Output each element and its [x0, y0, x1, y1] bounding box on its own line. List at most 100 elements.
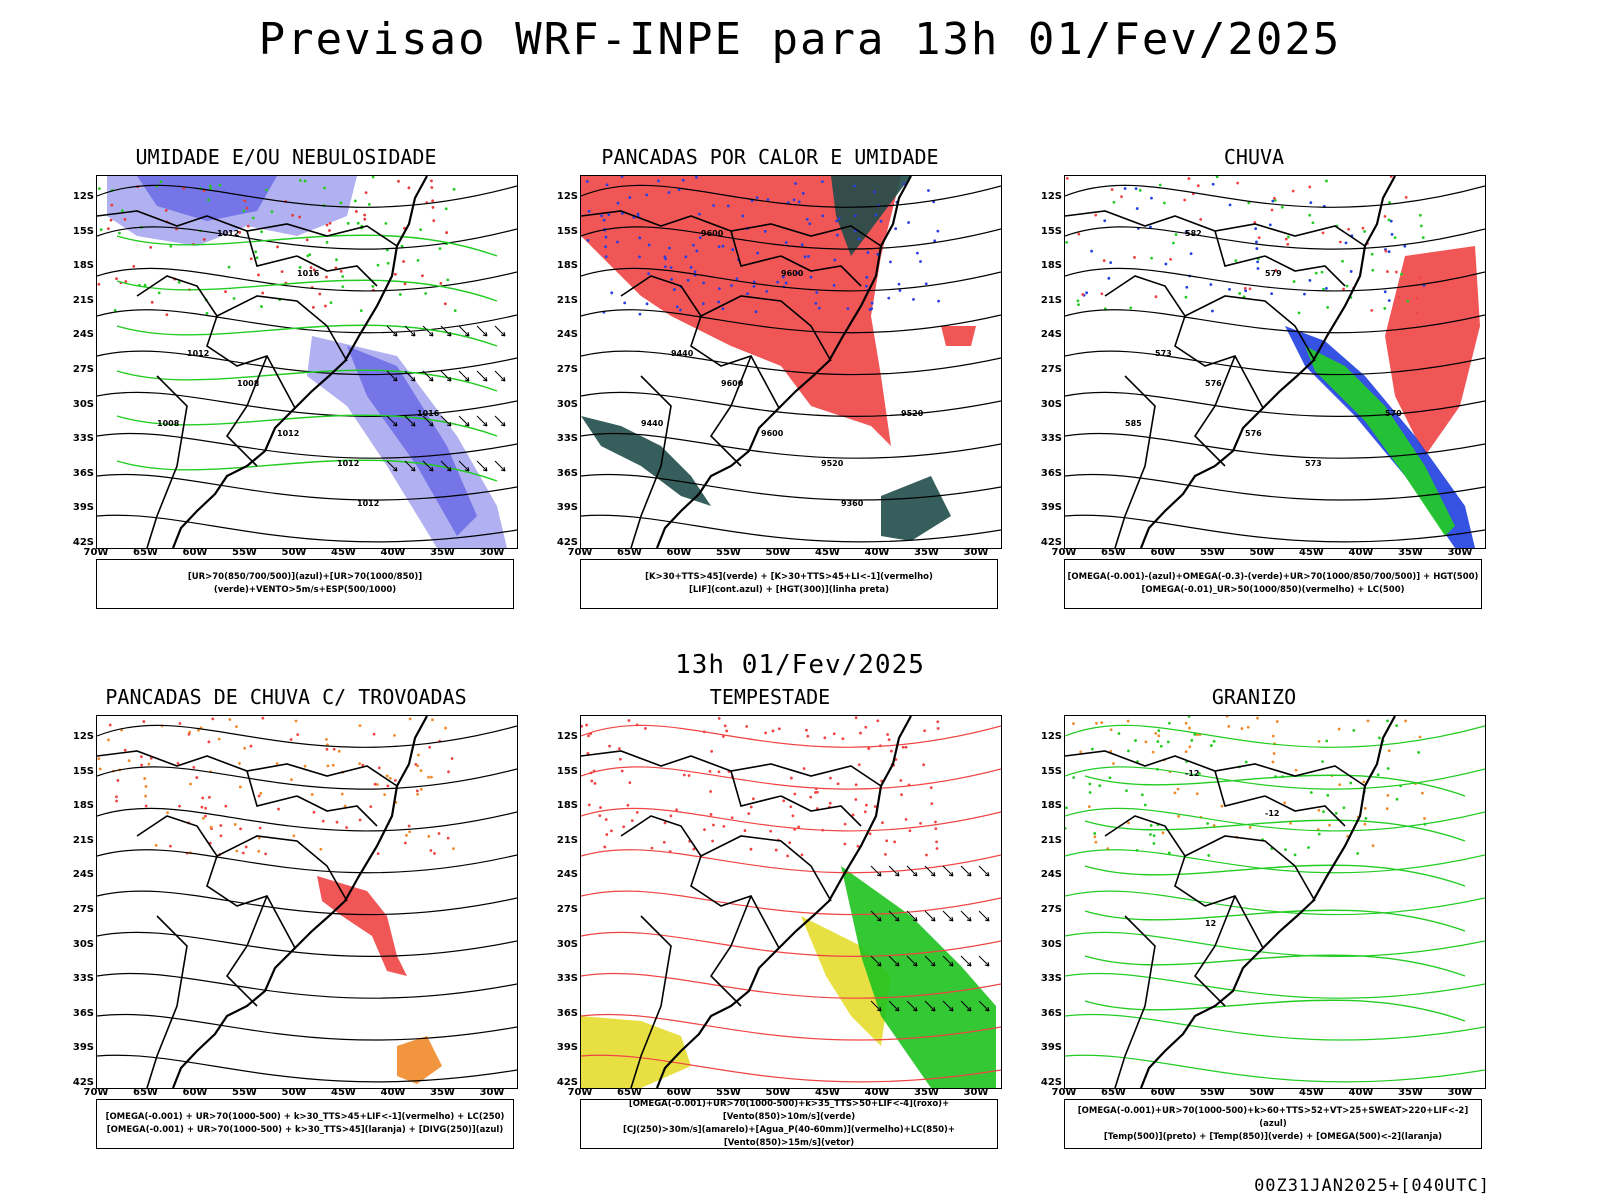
field-dot — [647, 243, 651, 247]
lon-tick-label: 30W — [479, 1087, 505, 1098]
field-dot — [815, 291, 819, 294]
field-dot — [835, 233, 839, 237]
field-dot — [788, 841, 792, 845]
country-border — [630, 375, 672, 548]
field-dot — [358, 762, 362, 766]
field-dot — [201, 796, 205, 800]
country-border — [246, 230, 298, 267]
wind-vector — [960, 1000, 972, 1012]
field-dot — [851, 813, 855, 817]
field-dot — [935, 847, 939, 850]
field-dot — [756, 251, 760, 255]
field-dot — [1257, 236, 1261, 240]
field-dot — [616, 201, 620, 205]
field-dot — [904, 745, 908, 749]
field-dot — [823, 736, 827, 740]
field-dot — [1211, 309, 1214, 313]
field-dot — [1371, 844, 1375, 848]
field-dot — [358, 818, 362, 822]
field-dot — [187, 732, 191, 736]
contour-line — [581, 267, 1001, 292]
field-dot — [1212, 739, 1216, 743]
field-dot — [781, 275, 785, 279]
field-dot — [430, 186, 434, 189]
lat-tick-label: 36S — [556, 467, 578, 479]
field-dot — [393, 272, 397, 276]
country-border — [780, 795, 862, 827]
field-dot — [280, 270, 284, 273]
field-dot — [797, 200, 801, 204]
field-dot — [741, 214, 745, 218]
wind-vector — [386, 325, 398, 337]
field-dot — [1280, 205, 1284, 209]
contour-label: 1012 — [217, 229, 239, 238]
contour-line — [97, 807, 517, 832]
field-dot — [638, 312, 642, 316]
field-dot — [188, 730, 192, 734]
field-dot — [919, 822, 922, 825]
panel-pancadas-calor-umidade: PANCADAS POR CALOR E UMIDADE 9600 9600 960… — [530, 145, 1010, 625]
field-dot — [678, 308, 682, 312]
field-dot — [337, 749, 341, 753]
field-dot — [1174, 233, 1178, 236]
wind-vector — [386, 370, 398, 382]
panel-granizo: GRANIZO -12 -12 12 [OMEGA(-0.001)+UR>70(10… — [1014, 685, 1494, 1165]
field-dot — [1228, 287, 1231, 291]
field-dot — [789, 776, 793, 780]
field-dot — [1337, 727, 1341, 731]
field-dot — [1149, 833, 1152, 836]
field-dot — [585, 180, 589, 183]
panel-title: PANCADAS DE CHUVA C/ TROVOADAS — [105, 685, 467, 709]
field-dot — [311, 305, 315, 309]
field-dot — [1256, 260, 1260, 264]
field-dot — [176, 761, 180, 765]
lat-tick-label: 33S — [72, 973, 94, 985]
field-dot — [692, 847, 696, 851]
field-dot — [836, 782, 840, 786]
field-dot — [397, 179, 400, 183]
field-dot — [695, 249, 699, 253]
field-dot — [626, 803, 630, 807]
lat-tick-label: 33S — [1040, 433, 1062, 445]
field-dot — [309, 266, 313, 269]
country-border — [1184, 295, 1316, 362]
legend-line-1: [K>30+TTS>45](verde) + [K>30+TTS>45+LI<-… — [645, 572, 933, 582]
contour-line — [97, 267, 517, 292]
field-dot — [427, 834, 431, 838]
lat-tick-label: 42S — [72, 537, 94, 548]
field-dot — [1271, 734, 1275, 738]
lat-tick-label: 18S — [556, 260, 578, 272]
field-dot — [159, 180, 163, 184]
field-dot — [1284, 848, 1287, 851]
field-dot — [1184, 721, 1188, 725]
field-dot — [98, 767, 102, 771]
field-dot — [1338, 783, 1342, 786]
lat-tick-label: 33S — [556, 973, 578, 985]
field-dot — [865, 284, 868, 288]
field-dot — [1325, 739, 1329, 743]
wind-vector — [870, 865, 882, 877]
field-dot — [1393, 236, 1397, 240]
field-dot — [1094, 213, 1098, 217]
field-dot — [1415, 296, 1419, 300]
field-dot — [890, 749, 893, 753]
field-dot — [169, 244, 173, 248]
field-dot — [841, 737, 845, 741]
field-dot — [438, 247, 442, 251]
lon-tick-label: 50W — [1249, 1087, 1275, 1098]
field-dot — [211, 717, 215, 721]
field-dot — [807, 254, 810, 258]
field-dot — [1120, 195, 1123, 199]
contour-line — [1065, 473, 1485, 501]
lon-tick-label: 45W — [1299, 547, 1324, 558]
field-dot — [1151, 750, 1155, 754]
field-dot — [1328, 823, 1331, 827]
field-dot — [1134, 187, 1138, 191]
contour-line — [97, 972, 517, 999]
contour-line — [1065, 807, 1485, 832]
field-dot — [1085, 291, 1089, 295]
field-dot — [1093, 832, 1097, 835]
field-dot — [1215, 176, 1219, 179]
field-dot — [590, 779, 594, 783]
wind-vector — [440, 325, 452, 337]
